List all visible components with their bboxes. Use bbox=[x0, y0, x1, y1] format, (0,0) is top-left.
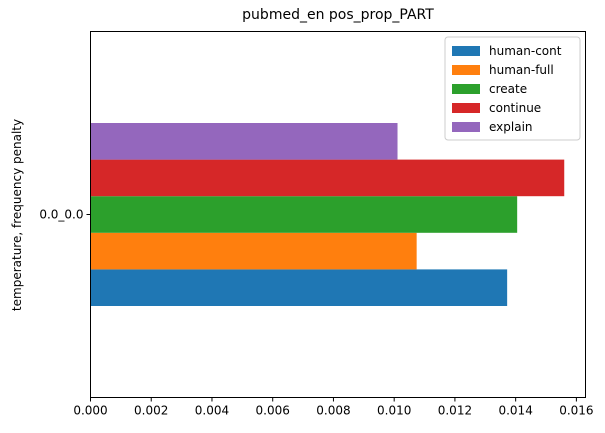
bar-continue bbox=[90, 159, 565, 197]
x-tick-label: 0.006 bbox=[256, 404, 290, 418]
legend-swatch bbox=[452, 103, 480, 113]
bar-explain bbox=[90, 123, 398, 160]
legend-label: human-full bbox=[489, 63, 554, 77]
plot-frame bbox=[90, 31, 586, 398]
legend-label: explain bbox=[489, 120, 533, 134]
x-tick-label: 0.012 bbox=[438, 404, 472, 418]
legend-swatch bbox=[452, 122, 480, 132]
y-axis-label: temperature, frequency penalty bbox=[10, 119, 24, 311]
bars-layer bbox=[90, 123, 565, 306]
legend: human-cont human-full create continue explai… bbox=[444, 36, 581, 141]
chart-title: pubmed_en pos_prop_PART bbox=[242, 7, 434, 23]
bar-human-full bbox=[90, 232, 417, 270]
legend-swatch bbox=[452, 46, 480, 56]
legend-swatch bbox=[452, 65, 480, 75]
x-tick-label: 0.010 bbox=[377, 404, 411, 418]
legend-label: continue bbox=[489, 101, 541, 115]
legend-swatch bbox=[452, 84, 480, 94]
bar-human-cont bbox=[90, 269, 508, 306]
x-tick-label: 0.008 bbox=[316, 404, 350, 418]
axes-layer: 0.000 0.002 0.004 0.006 0.008 0.010 0.012 0.014… bbox=[39, 208, 593, 418]
y-tick-label: 0.0_0.0 bbox=[39, 208, 83, 222]
x-tick-label: 0.016 bbox=[559, 404, 593, 418]
legend-box bbox=[444, 36, 581, 141]
bar-create bbox=[90, 196, 518, 233]
x-tick-label: 0.014 bbox=[498, 404, 532, 418]
legend-label: create bbox=[489, 82, 527, 96]
legend-label: human-cont bbox=[489, 44, 562, 58]
x-tick-label: 0.004 bbox=[195, 404, 229, 418]
x-tick-label: 0.000 bbox=[73, 404, 107, 418]
x-tick-label: 0.002 bbox=[134, 404, 168, 418]
